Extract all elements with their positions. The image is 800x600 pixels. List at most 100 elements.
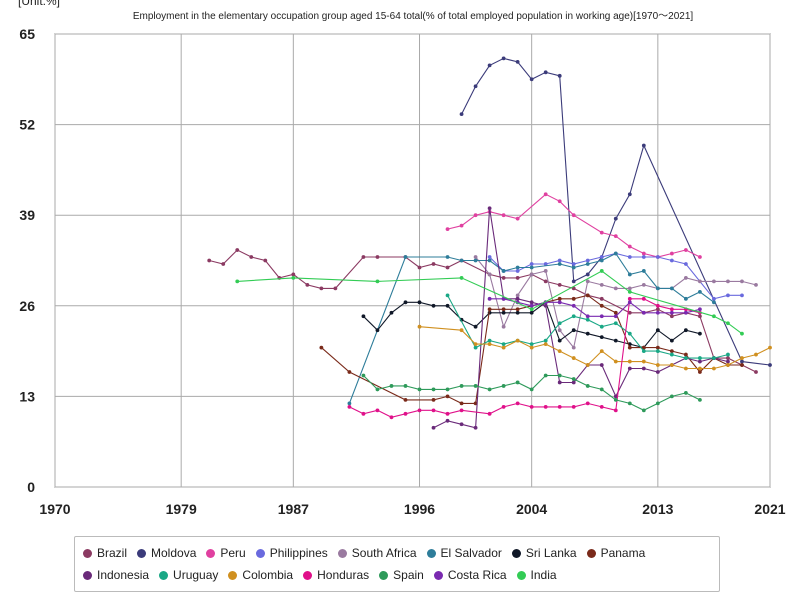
legend-label: Uruguay (173, 568, 219, 582)
data-point-sri-lanka (515, 310, 520, 315)
data-point-panama (669, 349, 674, 353)
data-point-brazil (431, 262, 436, 266)
data-point-honduras (585, 401, 590, 406)
data-point-colombia (740, 356, 744, 360)
series-line-honduras (349, 298, 701, 418)
data-point-honduras (431, 408, 436, 413)
data-point-indonesia (599, 363, 604, 367)
data-point-south-africa (529, 272, 534, 277)
data-point-moldova (557, 73, 562, 78)
x-tick-label: 2013 (642, 501, 673, 517)
legend-item-costa-rica: Costa Rica (433, 564, 507, 586)
data-point-panama (641, 345, 646, 350)
data-point-honduras (459, 408, 464, 413)
legend-item-spain: Spain (379, 564, 424, 586)
data-point-el-salvador (459, 258, 464, 263)
data-point-costa-rica (487, 296, 492, 301)
legend-label: Indonesia (97, 568, 150, 582)
legend-label: Colombia (242, 568, 294, 582)
series-line-uruguay (447, 295, 729, 359)
legend-swatch (228, 570, 238, 580)
data-point-el-salvador (487, 258, 492, 263)
series-line-moldova (461, 57, 771, 366)
data-point-honduras (375, 408, 380, 413)
data-point-peru (599, 230, 604, 235)
legend-label: El Salvador (440, 546, 502, 560)
data-point-uruguay (627, 331, 632, 336)
data-point-indonesia (571, 380, 576, 385)
data-point-sri-lanka (529, 310, 534, 315)
data-point-costa-rica (557, 300, 562, 305)
data-point-colombia (501, 345, 506, 350)
data-point-brazil (627, 310, 632, 315)
data-point-south-africa (473, 255, 478, 259)
data-point-spain (515, 380, 520, 385)
data-point-peru (557, 199, 562, 204)
data-point-peru (473, 213, 478, 218)
data-point-sri-lanka (501, 310, 506, 315)
data-point-uruguay (641, 349, 646, 353)
x-tick-label: 1996 (404, 501, 435, 517)
data-point-moldova (627, 192, 632, 197)
data-point-uruguay (683, 356, 688, 360)
data-point-brazil (698, 314, 702, 319)
data-point-uruguay (726, 352, 730, 357)
data-point-brazil (669, 314, 674, 319)
data-point-philippines (726, 293, 730, 298)
data-point-sri-lanka (361, 314, 366, 319)
data-point-el-salvador (557, 262, 562, 266)
data-point-costa-rica (683, 310, 688, 315)
legend-item-moldova: Moldova (137, 542, 196, 564)
data-point-costa-rica (698, 307, 702, 312)
data-point-uruguay (571, 314, 576, 319)
data-point-brazil (375, 255, 380, 259)
data-point-moldova (459, 112, 464, 117)
data-point-honduras (445, 411, 450, 416)
data-point-colombia (683, 366, 688, 371)
data-point-el-salvador (403, 255, 408, 259)
data-point-panama (445, 394, 450, 399)
data-point-spain (473, 384, 478, 388)
data-point-spain (641, 408, 646, 413)
data-point-south-africa (641, 282, 646, 287)
data-point-south-africa (613, 286, 618, 291)
data-point-spain (487, 387, 492, 392)
data-point-philippines (571, 262, 576, 266)
data-point-indonesia (557, 380, 562, 385)
data-point-moldova (613, 216, 618, 221)
data-point-sri-lanka (655, 328, 660, 333)
data-point-costa-rica (571, 303, 576, 308)
data-point-south-africa (627, 286, 632, 291)
data-point-el-salvador (613, 251, 618, 256)
legend-label: Moldova (151, 546, 197, 560)
data-point-philippines (599, 255, 604, 259)
unit-label: [Unit:%] (18, 0, 61, 8)
data-point-uruguay (501, 342, 506, 347)
data-point-moldova (768, 363, 772, 367)
data-point-india (740, 331, 744, 336)
data-point-south-africa (726, 279, 730, 284)
data-point-peru (698, 255, 702, 259)
data-point-moldova (473, 84, 478, 89)
data-point-colombia (754, 352, 758, 357)
data-point-south-africa (712, 279, 716, 284)
data-point-brazil (361, 255, 366, 259)
data-point-uruguay (557, 321, 562, 326)
data-point-philippines (529, 262, 534, 266)
data-point-panama (347, 370, 352, 374)
data-point-panama (473, 401, 478, 406)
data-point-brazil (445, 265, 450, 270)
data-point-el-salvador (641, 269, 646, 273)
data-point-indonesia (515, 296, 520, 301)
data-point-south-africa (740, 279, 744, 284)
data-point-costa-rica (599, 314, 604, 319)
data-point-peru (515, 216, 520, 221)
plot-frame (54, 33, 771, 488)
data-point-el-salvador (347, 401, 352, 406)
data-point-spain (361, 373, 366, 378)
data-point-philippines (627, 255, 632, 259)
data-point-indonesia (459, 422, 464, 427)
data-point-spain (557, 373, 562, 378)
data-point-brazil (291, 272, 296, 277)
legend-swatch (511, 548, 521, 558)
